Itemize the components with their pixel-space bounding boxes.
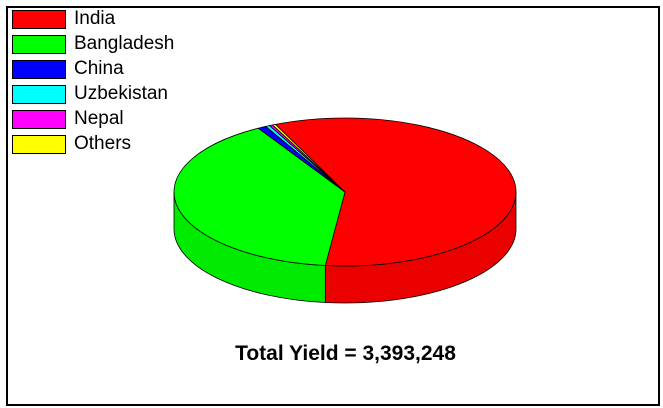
pie-slice-india	[274, 117, 517, 267]
legend-item-india: India	[12, 8, 232, 33]
legend-item-bangladesh: Bangladesh	[12, 33, 232, 58]
legend-swatch-india	[12, 10, 66, 29]
legend-swatch-nepal	[12, 110, 66, 129]
legend-item-china: China	[12, 58, 232, 83]
pie-top	[173, 117, 517, 267]
legend-label-uzbekistan: Uzbekistan	[74, 83, 168, 104]
legend-swatch-bangladesh	[12, 35, 66, 54]
legend: India Bangladesh China Uzbekistan Nepal …	[12, 8, 232, 158]
legend-swatch-uzbekistan	[12, 85, 66, 104]
legend-label-bangladesh: Bangladesh	[74, 33, 175, 54]
legend-label-india: India	[74, 8, 116, 29]
legend-label-others: Others	[74, 133, 132, 154]
total-yield-annotation: Total Yield = 3,393,248	[0, 342, 663, 366]
pie-slice-bangladesh	[173, 127, 346, 266]
legend-item-uzbekistan: Uzbekistan	[12, 83, 232, 108]
total-yield-text: Total Yield = 3,393,248	[235, 342, 456, 365]
legend-swatch-others	[12, 135, 66, 154]
legend-label-china: China	[74, 58, 124, 79]
pie-slice-others	[271, 123, 346, 193]
legend-swatch-china	[12, 60, 66, 79]
legend-item-nepal: Nepal	[12, 108, 232, 133]
legend-label-nepal: Nepal	[74, 108, 124, 129]
legend-item-others: Others	[12, 133, 232, 158]
